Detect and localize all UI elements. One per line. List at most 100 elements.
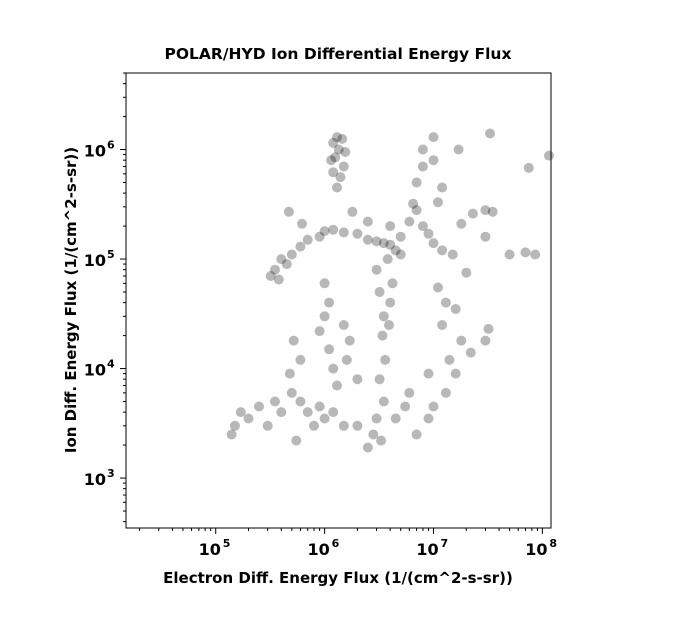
data-point (378, 396, 389, 407)
data-point (374, 374, 385, 385)
data-point (362, 216, 373, 227)
x-axis-label: Electron Diff. Energy Flux (1/(cm^2-s-sr… (163, 569, 513, 587)
data-point (297, 218, 307, 229)
data-point (302, 234, 313, 245)
data-point (544, 150, 554, 161)
data-point (423, 368, 434, 379)
data-point (385, 221, 396, 232)
data-point (276, 407, 287, 418)
data-point (283, 206, 294, 217)
data-point (341, 354, 352, 365)
data-point (408, 198, 419, 209)
y-tick-exponent: 5 (107, 248, 115, 261)
data-point (417, 144, 428, 155)
data-point (404, 216, 415, 227)
y-tick-label: 10 (84, 361, 106, 380)
data-point (376, 435, 387, 446)
data-point (377, 330, 388, 341)
data-point (338, 320, 349, 330)
data-point (243, 413, 254, 424)
data-point (254, 401, 264, 412)
data-point (273, 274, 284, 285)
data-point (465, 347, 476, 358)
data-point (417, 221, 428, 232)
data-point (428, 155, 439, 166)
y-tick-exponent: 3 (107, 467, 115, 480)
data-point (314, 231, 325, 242)
data-point (461, 267, 472, 278)
data-point (450, 368, 461, 379)
data-point (338, 420, 349, 431)
data-point (324, 297, 335, 308)
data-point (338, 227, 349, 238)
data-point (352, 374, 363, 385)
data-point (520, 247, 531, 258)
data-point (324, 344, 335, 355)
data-point (378, 238, 389, 249)
data-point (319, 226, 330, 237)
x-axis: 10 5 10 6 10 7 10 8 (139, 528, 557, 559)
x-tick-exponent: 7 (440, 537, 448, 550)
x-tick-exponent: 5 (223, 537, 231, 550)
data-point (352, 228, 363, 239)
data-point (390, 413, 401, 424)
data-point (440, 387, 451, 398)
data-point (483, 323, 494, 334)
data-point (270, 264, 280, 275)
data-point (332, 182, 342, 193)
data-point (404, 387, 415, 398)
data-point (384, 320, 394, 330)
data-point (265, 271, 276, 281)
point-cloud (226, 128, 554, 453)
y-tick-label: 10 (84, 142, 106, 161)
data-point (456, 335, 467, 346)
data-point (319, 311, 330, 322)
data-point (276, 254, 287, 265)
data-point (433, 197, 443, 208)
data-point (382, 254, 393, 265)
data-point (328, 407, 339, 418)
data-point (371, 264, 382, 275)
data-point (344, 335, 355, 346)
data-point (328, 224, 339, 235)
data-point (411, 177, 422, 188)
data-point (332, 132, 342, 143)
x-tick-exponent: 8 (549, 537, 557, 550)
data-point (270, 396, 280, 407)
data-point (229, 420, 240, 431)
data-point (433, 282, 443, 293)
data-point (417, 161, 428, 172)
data-point (319, 413, 330, 424)
data-point (378, 311, 389, 322)
data-point (423, 413, 434, 424)
data-point (295, 354, 306, 365)
data-point (480, 205, 491, 216)
x-tick-label: 10 (199, 540, 221, 559)
data-point (428, 132, 439, 143)
chart-title: POLAR/HYD Ion Differential Energy Flux (165, 45, 512, 63)
data-point (385, 239, 396, 250)
data-point (262, 420, 273, 431)
data-point (286, 249, 297, 260)
data-point (487, 206, 498, 217)
data-point (337, 133, 348, 144)
data-point (330, 152, 341, 163)
data-point (347, 206, 358, 217)
data-point (411, 205, 422, 216)
data-point (380, 354, 391, 365)
data-point (387, 278, 398, 289)
data-point (480, 231, 491, 242)
data-point (340, 147, 351, 157)
data-point (328, 137, 339, 148)
data-point (437, 245, 448, 256)
data-point (444, 354, 455, 365)
data-point (319, 278, 330, 289)
data-point (390, 245, 401, 256)
data-point (338, 161, 349, 172)
data-point (352, 420, 363, 431)
data-point (423, 228, 434, 239)
y-tick-exponent: 6 (107, 139, 115, 152)
data-point (450, 304, 461, 314)
